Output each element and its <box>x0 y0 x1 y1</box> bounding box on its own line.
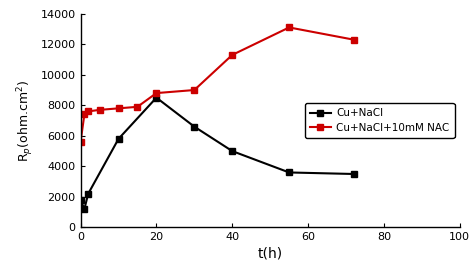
Cu+NaCl+10mM NAC <box>78 140 83 144</box>
Cu+NaCl+10mM NAC <box>191 89 197 92</box>
Cu+NaCl <box>78 198 83 202</box>
Legend: Cu+NaCl, Cu+NaCl+10mM NAC: Cu+NaCl, Cu+NaCl+10mM NAC <box>305 103 455 138</box>
Cu+NaCl+10mM NAC <box>82 113 87 116</box>
Cu+NaCl+10mM NAC <box>154 92 159 95</box>
Cu+NaCl+10mM NAC <box>135 105 140 109</box>
Cu+NaCl <box>191 125 197 128</box>
Cu+NaCl+10mM NAC <box>286 26 292 29</box>
Cu+NaCl+10mM NAC <box>97 108 102 112</box>
Line: Cu+NaCl+10mM NAC: Cu+NaCl+10mM NAC <box>78 25 356 145</box>
Cu+NaCl <box>351 172 356 176</box>
Cu+NaCl+10mM NAC <box>229 53 235 56</box>
Cu+NaCl <box>286 171 292 174</box>
X-axis label: t(h): t(h) <box>257 246 283 261</box>
Cu+NaCl+10mM NAC <box>85 110 91 113</box>
Cu+NaCl <box>82 207 87 211</box>
Cu+NaCl <box>85 192 91 195</box>
Cu+NaCl+10mM NAC <box>351 38 356 41</box>
Line: Cu+NaCl: Cu+NaCl <box>78 95 356 212</box>
Y-axis label: R$_p$(ohm.cm$^2$): R$_p$(ohm.cm$^2$) <box>16 79 36 162</box>
Cu+NaCl <box>229 149 235 153</box>
Cu+NaCl+10mM NAC <box>116 107 121 110</box>
Cu+NaCl <box>154 96 159 99</box>
Cu+NaCl <box>116 137 121 141</box>
